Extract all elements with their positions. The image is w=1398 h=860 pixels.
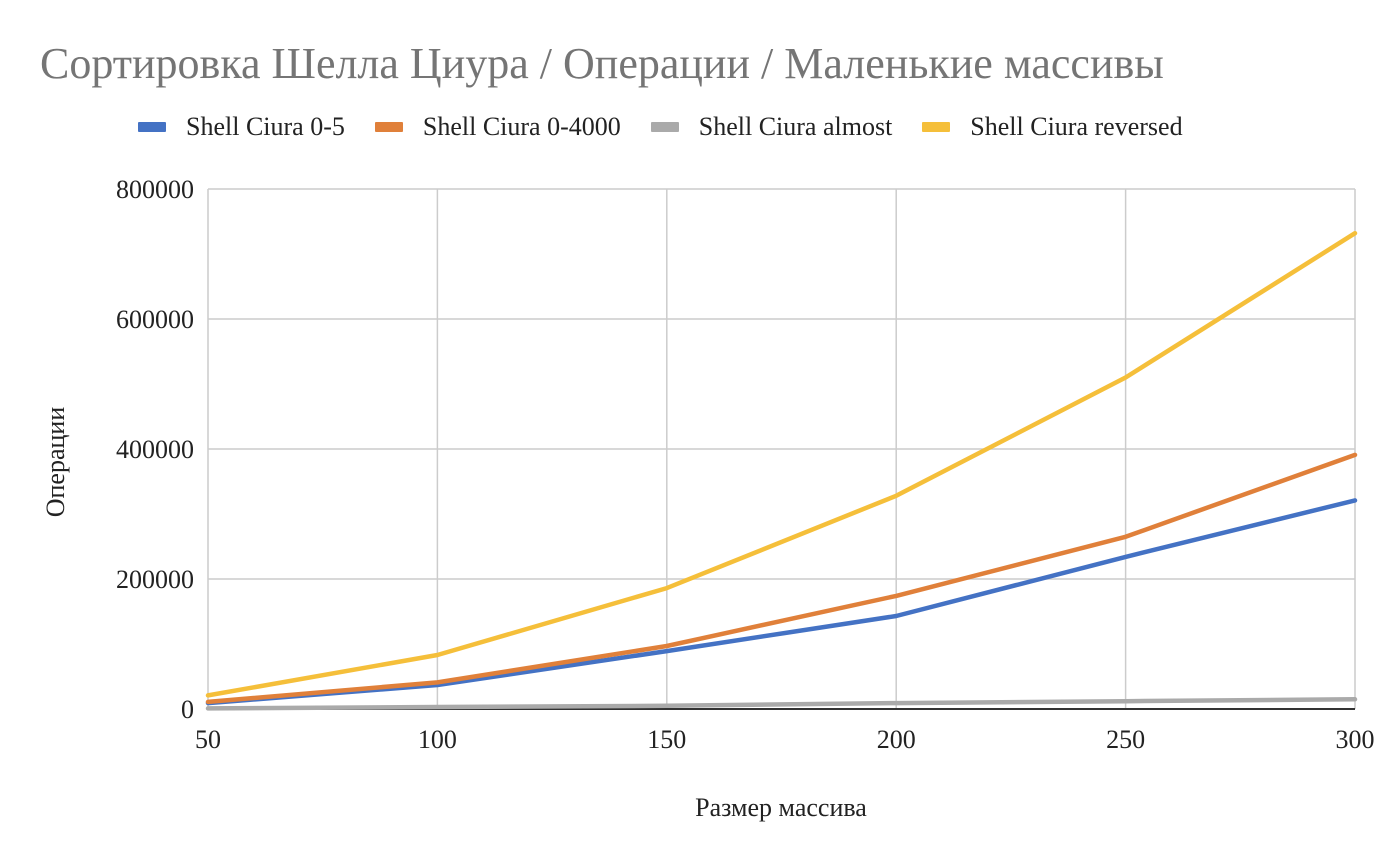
x-axis-label: Размер массива: [695, 793, 867, 822]
series-line-0: [205, 498, 1358, 706]
legend-swatch: [138, 122, 166, 132]
y-tick-label: 200000: [116, 565, 194, 594]
legend: Shell Ciura 0-5 Shell Ciura 0-4000 Shell…: [138, 112, 1213, 142]
legend-item: Shell Ciura reversed: [922, 112, 1183, 142]
grid: [207, 188, 1356, 709]
y-tick-label: 800000: [116, 175, 194, 204]
legend-swatch: [922, 122, 951, 132]
y-tick-labels: 0 200000 400000 600000 800000: [116, 175, 194, 724]
y-tick-label: 400000: [116, 435, 194, 464]
x-tick-label: 50: [195, 725, 221, 754]
legend-label: Shell Ciura reversed: [970, 112, 1183, 141]
legend-label: Shell Ciura 0-4000: [422, 112, 621, 141]
series-line-2: [205, 697, 1358, 711]
chart-title: Сортировка Шелла Циура / Операции / Мале…: [40, 39, 1164, 88]
legend-swatch: [650, 122, 679, 132]
series-line-3: [205, 230, 1358, 698]
series-group: [205, 230, 1358, 711]
legend-item: Shell Ciura 0-4000: [374, 112, 621, 142]
x-tick-label: 300: [1336, 725, 1375, 754]
y-axis-label: Операции: [41, 406, 70, 518]
legend-swatch: [374, 122, 403, 132]
x-tick-label: 250: [1106, 725, 1145, 754]
legend-item: Shell Ciura almost: [650, 112, 893, 142]
series-line-1: [205, 452, 1358, 705]
x-tick-label: 100: [418, 725, 457, 754]
legend-label: Shell Ciura 0-5: [186, 112, 345, 141]
x-tick-labels: 50 100 150 200 250 300: [195, 725, 1375, 754]
y-tick-label: 0: [181, 695, 194, 724]
y-tick-label: 600000: [116, 305, 194, 334]
x-tick-label: 200: [877, 725, 916, 754]
legend-item: Shell Ciura 0-5: [138, 112, 345, 142]
legend-label: Shell Ciura almost: [698, 112, 893, 141]
x-tick-label: 150: [647, 725, 686, 754]
